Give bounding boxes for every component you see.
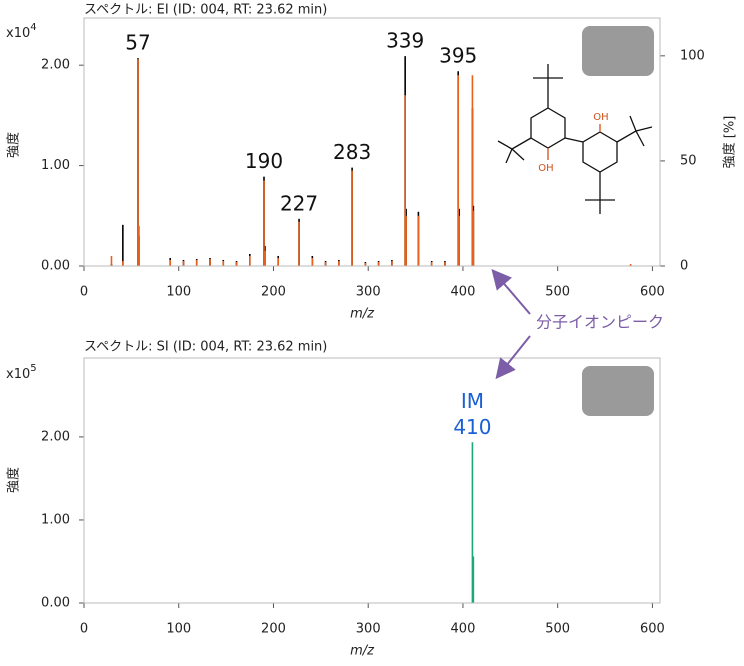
arrow — [495, 335, 531, 380]
multiplier-exponent: 5 — [30, 363, 36, 374]
peak-label: 410 — [453, 415, 491, 439]
y-tick-label: 1.00 — [41, 158, 70, 173]
x-tick-label: 300 — [356, 622, 381, 637]
arrow — [491, 268, 531, 315]
x-axis-label: m/z — [350, 307, 375, 322]
oh-label: OH — [538, 163, 553, 174]
structure: OH OH — [497, 64, 653, 214]
multiplier-base: x10 — [6, 26, 30, 41]
y2-tick-label: 100 — [680, 48, 705, 63]
badge — [582, 366, 654, 416]
y-axis-label: 強度 — [6, 467, 22, 493]
multiplier-exponent: 4 — [30, 22, 36, 33]
y-tick-label: 0.00 — [41, 259, 70, 274]
y2-tick-label: 0 — [680, 259, 688, 274]
x-tick-label: 300 — [356, 285, 381, 300]
plot-frame — [83, 17, 661, 267]
x-tick-label: 500 — [545, 285, 570, 300]
y-tick-label: 2.00 — [41, 429, 70, 444]
x-tick-label: 100 — [166, 285, 191, 300]
x-tick-label: 400 — [451, 285, 476, 300]
x-tick-label: 600 — [640, 285, 665, 300]
y2-tick-label: 50 — [680, 153, 697, 168]
y-axis-label: 強度 — [6, 132, 22, 158]
peak-label: 395 — [439, 44, 477, 68]
x-tick-label: 100 — [166, 622, 191, 637]
y-multiplier: x105 — [6, 363, 37, 382]
peak-label: 339 — [386, 29, 424, 53]
x-axis-label: m/z — [350, 644, 375, 659]
callout: 分子イオンピーク — [536, 313, 664, 332]
y-multiplier: x104 — [6, 22, 37, 41]
multiplier-base: x10 — [6, 367, 30, 382]
peak-label: 227 — [280, 191, 318, 215]
x-tick-label: 0 — [80, 622, 88, 637]
peak-label: 57 — [125, 31, 150, 55]
y-tick-label: 0.00 — [41, 596, 70, 611]
plot-frame — [83, 357, 661, 604]
peak-label: 190 — [245, 149, 283, 173]
y-tick-label: 1.00 — [41, 512, 70, 527]
chart-title: スペクトル: EI (ID: 004, RT: 23.62 min) — [84, 3, 327, 18]
x-tick-label: 400 — [451, 622, 476, 637]
y-tick-label: 2.00 — [41, 58, 70, 73]
peak-label: 283 — [333, 140, 371, 164]
chart-title: スペクトル: SI (ID: 004, RT: 23.62 min) — [84, 340, 327, 355]
y2-axis-label: 強度 [%] — [722, 116, 738, 169]
x-tick-label: 500 — [545, 622, 570, 637]
x-tick-label: 0 — [80, 285, 88, 300]
badge — [582, 26, 654, 76]
x-tick-label: 200 — [261, 285, 286, 300]
x-tick-label: 600 — [640, 622, 665, 637]
x-tick-label: 200 — [261, 622, 286, 637]
peak-label: IM — [461, 389, 484, 413]
oh-label: OH — [593, 112, 608, 123]
